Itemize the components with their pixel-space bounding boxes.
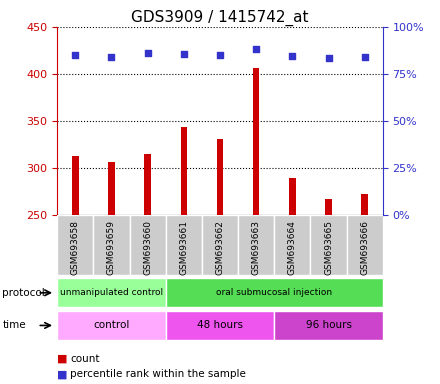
Bar [253,68,260,215]
Bar [347,215,383,275]
Text: GSM693666: GSM693666 [360,220,369,275]
Bar [361,194,368,215]
Text: 48 hours: 48 hours [197,320,243,331]
Text: protocol: protocol [2,288,45,298]
Bar [93,215,129,275]
Bar [129,215,166,275]
Point [325,55,332,61]
Bar [325,199,332,215]
Bar [202,215,238,275]
Text: GSM693663: GSM693663 [252,220,260,275]
Text: time: time [2,320,26,331]
Point [108,54,115,60]
Bar [144,154,151,215]
Bar [57,311,166,340]
Bar [166,311,274,340]
Text: GSM693665: GSM693665 [324,220,333,275]
Point [216,52,224,58]
Text: percentile rank within the sample: percentile rank within the sample [70,369,246,379]
Bar [108,162,115,215]
Text: control: control [93,320,130,331]
Text: GSM693661: GSM693661 [180,220,188,275]
Bar [217,139,223,215]
Text: oral submucosal injection: oral submucosal injection [216,288,332,297]
Point [72,52,79,58]
Bar [166,278,383,307]
Point [289,53,296,59]
Text: 96 hours: 96 hours [305,320,352,331]
Title: GDS3909 / 1415742_at: GDS3909 / 1415742_at [131,9,309,25]
Point [180,51,187,57]
Text: GSM693660: GSM693660 [143,220,152,275]
Bar [289,178,296,215]
Bar [238,215,274,275]
Bar [57,215,93,275]
Bar [180,127,187,215]
Bar [166,215,202,275]
Bar [311,215,347,275]
Point [144,50,151,56]
Text: ■: ■ [57,354,68,364]
Bar [57,278,166,307]
Text: GSM693662: GSM693662 [216,220,224,275]
Text: GSM693664: GSM693664 [288,220,297,275]
Text: count: count [70,354,100,364]
Text: ■: ■ [57,369,68,379]
Point [253,46,260,53]
Bar [274,311,383,340]
Text: GSM693658: GSM693658 [71,220,80,275]
Point [361,54,368,60]
Text: unmanipulated control: unmanipulated control [60,288,163,297]
Bar [274,215,311,275]
Text: GSM693659: GSM693659 [107,220,116,275]
Bar [72,156,79,215]
